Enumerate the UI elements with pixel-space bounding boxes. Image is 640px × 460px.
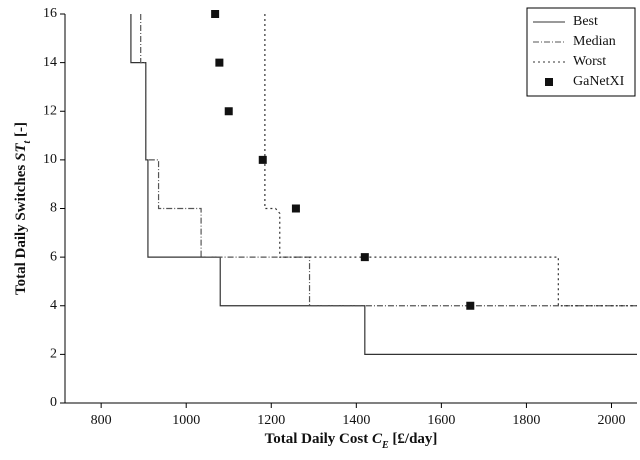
y-tick-label: 2 — [50, 347, 57, 362]
y-axis-label: Total Daily Switches STt [-] — [13, 122, 32, 295]
x-axis-label-part: C — [372, 431, 383, 447]
series-line — [264, 14, 637, 307]
x-tick-label: 1200 — [257, 413, 285, 428]
y-tick-label: 12 — [43, 103, 57, 118]
y-tick-label: 16 — [43, 6, 57, 21]
marker — [215, 58, 224, 67]
series-line — [140, 14, 637, 307]
x-axis-label-part: E — [381, 440, 389, 451]
x-tick-label: 1800 — [512, 413, 540, 428]
x-tick-label: 800 — [91, 413, 112, 428]
legend-label: Best — [573, 14, 598, 29]
plot-area — [130, 10, 637, 355]
marker — [291, 204, 300, 213]
y-tick-label: 4 — [50, 298, 57, 313]
marker — [224, 107, 233, 116]
x-tick-label: 1600 — [427, 413, 455, 428]
y-tick-label: 6 — [50, 249, 57, 264]
x-tick-label: 1400 — [342, 413, 370, 428]
x-axis-label: Total Daily Cost CE [£/day] — [265, 431, 438, 450]
y-axis-label-part: [-] — [13, 122, 29, 141]
legend-marker — [545, 78, 553, 86]
marker — [360, 253, 369, 262]
x-tick-label: 2000 — [597, 413, 625, 428]
y-axis-label-part: t — [22, 139, 33, 143]
marker — [258, 155, 267, 164]
x-tick-label: 1000 — [172, 413, 200, 428]
marker — [211, 10, 220, 18]
marker — [466, 301, 475, 310]
x-axis-label-part: Total Daily Cost — [265, 431, 372, 447]
legend-label: Worst — [573, 54, 606, 69]
y-tick-label: 14 — [43, 55, 57, 70]
y-tick-label: 0 — [50, 395, 57, 410]
legend-label: GaNetXI — [573, 74, 625, 89]
legend-label: Median — [573, 34, 616, 49]
y-tick-label: 10 — [43, 152, 57, 167]
y-axis-label-part: Total Daily Switches — [13, 161, 29, 295]
y-axis-label-part: ST — [13, 143, 29, 161]
y-tick-label: 8 — [50, 201, 57, 216]
x-axis-label-part: [£/day] — [389, 431, 438, 447]
